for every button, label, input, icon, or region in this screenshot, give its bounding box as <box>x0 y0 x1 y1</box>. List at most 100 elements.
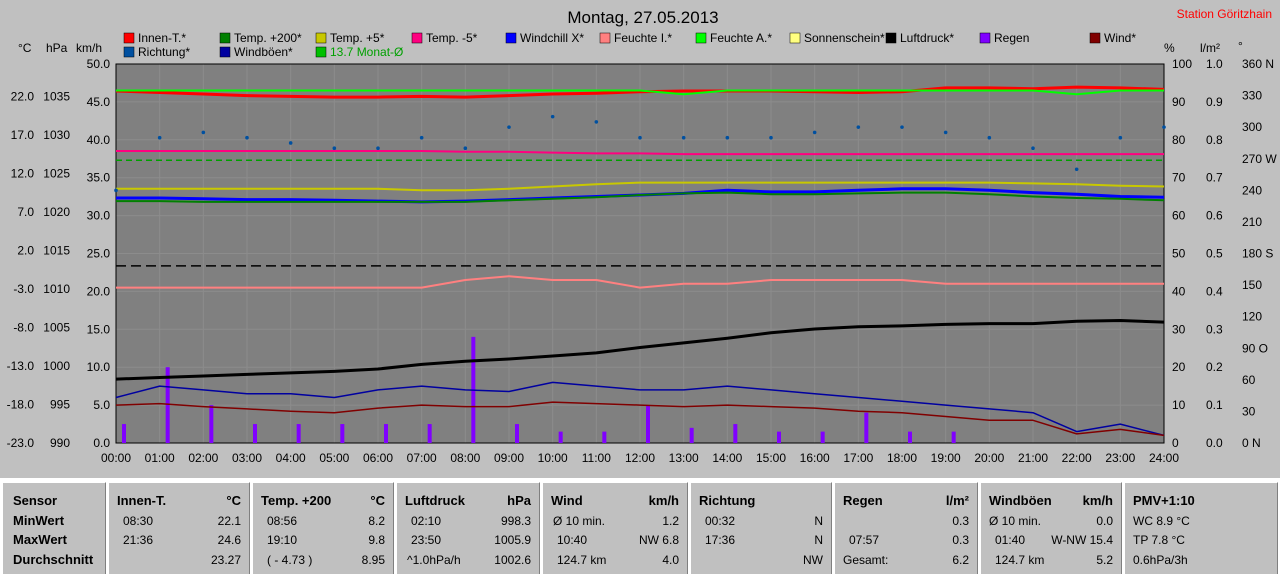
series-layer <box>114 85 1166 443</box>
x-tick-label: 09:00 <box>494 451 524 465</box>
direction-point <box>157 135 162 140</box>
legend-label: Richtung* <box>138 45 190 59</box>
legend-swatch <box>123 32 135 44</box>
y-tick-kmh: 30.0 <box>87 209 111 223</box>
stats-value: 0.3 <box>952 514 969 528</box>
series-line <box>116 275 1164 289</box>
y-tick-hpa: 1020 <box>43 205 70 219</box>
stats-time: 08:30 <box>123 514 154 528</box>
legend-label: Regen <box>994 31 1029 45</box>
stats-panel-regen: Regen l/m² 0.3 07:57 0.3 Gesamt: 6.2 <box>834 482 978 574</box>
y-tick-celsius: -18.0 <box>7 397 35 411</box>
stats-time: 124.7 km <box>557 553 607 567</box>
x-tick-label: 16:00 <box>800 451 830 465</box>
y-tick-deg: 150 <box>1242 278 1262 292</box>
y-tick-deg: 180 S <box>1242 247 1273 261</box>
stats-unit: hPa <box>507 493 531 508</box>
legend-label: Wind* <box>1104 31 1136 45</box>
direction-point <box>812 130 817 135</box>
y-tick-kmh: 25.0 <box>87 247 111 261</box>
stats-header: Regen <box>843 493 883 508</box>
stats-value: 6.2 <box>952 553 969 567</box>
stats-unit: km/h <box>648 493 679 508</box>
stats-value: 1.2 <box>662 514 679 528</box>
y-tick-rain: 0.0 <box>1206 436 1223 450</box>
stats-unit: °C <box>226 493 241 508</box>
stats-header: Luftdruck <box>405 493 465 508</box>
y-tick-deg: 60 <box>1242 373 1256 387</box>
stats-value: 998.3 <box>500 514 531 528</box>
direction-point <box>943 130 948 135</box>
y-tick-kmh: 0.0 <box>93 436 110 450</box>
stats-time: Gesamt: <box>843 553 889 567</box>
stats-time: 23:50 <box>411 533 442 547</box>
y-tick-hpa: 1015 <box>43 243 70 257</box>
stats-time: 124.7 km <box>995 553 1045 567</box>
rain-bar <box>777 431 781 443</box>
y-tick-rain: 0.4 <box>1206 284 1223 298</box>
direction-point <box>550 114 555 119</box>
stats-value: N <box>814 514 823 528</box>
legend-swatch <box>315 46 327 58</box>
y-tick-rain: 0.2 <box>1206 360 1223 374</box>
legend-swatch <box>885 32 897 44</box>
rain-bar <box>427 424 432 443</box>
stats-value: NW <box>803 553 823 567</box>
x-tick-label: 22:00 <box>1062 451 1092 465</box>
y-tick-percent: 70 <box>1172 171 1186 185</box>
y-tick-kmh: 15.0 <box>87 322 111 336</box>
stats-value: 22.1 <box>217 514 241 528</box>
rain-bar <box>733 424 738 443</box>
direction-point <box>1162 125 1166 129</box>
direction-point <box>594 120 599 124</box>
y-tick-deg: 210 <box>1242 215 1262 229</box>
direction-point <box>681 135 686 140</box>
direction-point <box>419 135 424 140</box>
legend-swatch <box>505 32 517 44</box>
stats-time: 01:40 <box>995 533 1026 547</box>
y-tick-percent: 90 <box>1172 95 1186 109</box>
stats-table: Sensor MinWert MaxWert Durchschnitt Inne… <box>0 478 1280 574</box>
y-tick-celsius: -8.0 <box>13 320 34 334</box>
y-tick-deg: 270 W <box>1242 152 1277 166</box>
y-tick-rain: 0.1 <box>1206 398 1223 412</box>
legend-swatch <box>219 46 231 58</box>
rain-bar <box>165 367 170 443</box>
legend-label: Windböen* <box>234 45 293 59</box>
row-label-min: MinWert <box>13 513 65 528</box>
y-tick-hpa: 1030 <box>43 128 70 142</box>
y-tick-deg: 300 <box>1242 120 1262 134</box>
stats-value: 8.2 <box>368 514 385 528</box>
stats-value: 1002.6 <box>494 553 531 567</box>
x-tick-label: 13:00 <box>669 451 699 465</box>
legend-swatch <box>411 32 423 44</box>
x-tick-label: 12:00 <box>625 451 655 465</box>
y-tick-kmh: 5.0 <box>93 398 110 412</box>
x-tick-label: 04:00 <box>276 451 306 465</box>
x-tick-label: 24:00 <box>1149 451 1179 465</box>
stats-panel-innen: Innen-T. °C 08:30 22.1 21:36 24.6 23.27 <box>108 482 250 574</box>
axis-ticks: 50.0 100 1.045.0 90 0.940.0 80 0.835.0 70 0.730.… <box>7 57 1278 465</box>
x-tick-label: 07:00 <box>407 451 437 465</box>
x-tick-label: 15:00 <box>756 451 786 465</box>
chart-title: Montag, 27.05.2013 <box>567 8 718 27</box>
rain-bar <box>340 424 345 443</box>
stats-value: 0.6hPa/3h <box>1133 553 1188 567</box>
x-tick-label: 01:00 <box>145 451 175 465</box>
legend-label: Feuchte I.* <box>614 31 672 45</box>
rain-bar <box>558 431 563 443</box>
stats-header: Innen-T. <box>117 493 167 508</box>
legend-label: Temp. -5* <box>426 31 478 45</box>
direction-point <box>1118 135 1123 140</box>
y-tick-rain: 0.6 <box>1206 209 1223 223</box>
chart-legend: Innen-T.* Temp. +200* Temp. +5* Temp. -5* Wi… <box>123 31 1136 59</box>
legend-label: Temp. +200* <box>234 31 302 45</box>
stats-header: Wind <box>551 493 583 508</box>
x-tick-label: 05:00 <box>319 451 349 465</box>
stats-time: 17:36 <box>705 533 736 547</box>
direction-point <box>201 130 206 135</box>
rain-bar <box>864 412 869 443</box>
stats-panel-wind: Wind km/h Ø 10 min. 1.2 10:40 NW 6.8 124.7 … <box>542 482 688 574</box>
x-tick-label: 10:00 <box>538 451 568 465</box>
stats-time: 10:40 <box>557 533 588 547</box>
